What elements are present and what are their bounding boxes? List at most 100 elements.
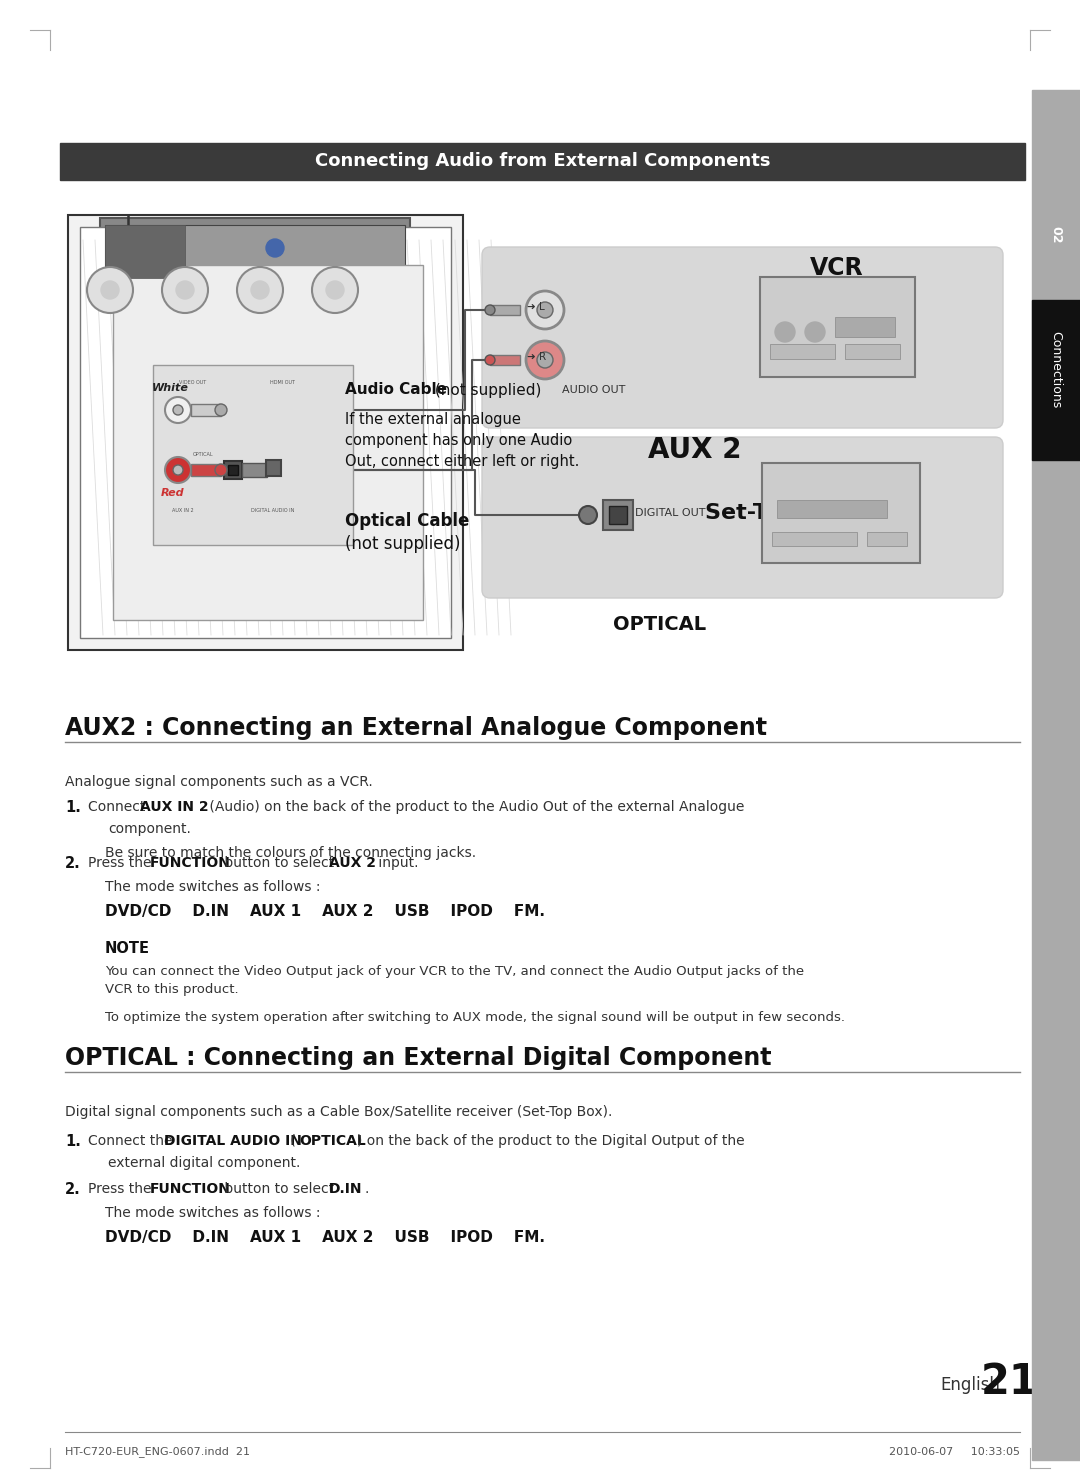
Text: The mode switches as follows :: The mode switches as follows : [105, 1205, 321, 1220]
Bar [770, 345, 835, 359]
Text: VIDEO OUT: VIDEO OUT [179, 380, 206, 386]
Bar [845, 345, 900, 359]
Text: VCR to this product.: VCR to this product. [105, 984, 239, 995]
Circle shape [102, 281, 119, 299]
Circle shape [215, 464, 227, 476]
Circle shape [775, 322, 795, 342]
Bar [60, 143, 1025, 180]
Circle shape [526, 342, 564, 379]
Circle shape [237, 268, 283, 314]
Circle shape [485, 305, 495, 315]
Text: OPTICAL: OPTICAL [192, 453, 214, 457]
Text: NOTE: NOTE [105, 941, 150, 955]
Bar [68, 214, 463, 649]
Bar [242, 463, 267, 478]
Circle shape [579, 506, 597, 524]
Text: VCR: VCR [810, 256, 864, 280]
Bar [762, 463, 920, 563]
Text: Optical Cable: Optical Cable [345, 512, 470, 529]
Text: White: White [151, 383, 188, 393]
Bar [113, 265, 423, 620]
Text: ➜ R: ➜ R [527, 352, 546, 362]
Text: HT-C720-EUR_ENG-0607.indd  21: HT-C720-EUR_ENG-0607.indd 21 [65, 1446, 249, 1457]
Circle shape [526, 291, 564, 328]
Circle shape [266, 240, 284, 257]
Text: Audio Cable: Audio Cable [345, 383, 447, 398]
Text: AUX2 : Connecting an External Analogue Component: AUX2 : Connecting an External Analogue C… [65, 716, 767, 740]
Text: Press the: Press the [87, 856, 156, 870]
Text: input.: input. [374, 856, 419, 870]
Circle shape [537, 352, 553, 368]
Text: 2.: 2. [65, 856, 81, 871]
Bar [224, 461, 242, 479]
Bar [835, 317, 895, 337]
Bar [603, 500, 633, 529]
Text: OPTICAL: OPTICAL [613, 615, 706, 634]
Circle shape [215, 404, 227, 416]
Bar [490, 355, 519, 365]
Bar [100, 217, 410, 282]
Text: Be sure to match the colours of the connecting jacks.: Be sure to match the colours of the conn… [105, 846, 476, 859]
Circle shape [165, 396, 191, 423]
Circle shape [176, 281, 194, 299]
Circle shape [805, 322, 825, 342]
Text: DIGITAL AUDIO IN: DIGITAL AUDIO IN [164, 1134, 302, 1148]
Circle shape [173, 405, 183, 416]
Text: AUX 2: AUX 2 [648, 436, 742, 464]
Text: Connect: Connect [87, 800, 150, 813]
Text: 2010-06-07     10:33:05: 2010-06-07 10:33:05 [889, 1446, 1020, 1457]
Bar [867, 532, 907, 546]
Text: Digital signal components such as a Cable Box/Satellite receiver (Set-Top Box).: Digital signal components such as a Cabl… [65, 1105, 612, 1120]
Text: To optimize the system operation after switching to AUX mode, the signal sound w: To optimize the system operation after s… [105, 1012, 845, 1023]
Text: component.: component. [108, 822, 191, 836]
Text: AUX 2: AUX 2 [329, 856, 376, 870]
Text: external digital component.: external digital component. [108, 1157, 300, 1170]
FancyBboxPatch shape [482, 436, 1003, 598]
Text: Connections: Connections [1050, 331, 1063, 408]
Text: 02: 02 [1050, 226, 1063, 244]
Bar [1032, 90, 1080, 1460]
Bar [609, 506, 627, 524]
Bar [772, 532, 858, 546]
Text: FUNCTION: FUNCTION [150, 1182, 231, 1197]
Text: Connect the: Connect the [87, 1134, 177, 1148]
Text: DVD/CD    D.IN    AUX 1    AUX 2    USB    IPOD    FM.: DVD/CD D.IN AUX 1 AUX 2 USB IPOD FM. [105, 1231, 545, 1245]
Circle shape [165, 457, 191, 484]
Bar [760, 277, 915, 377]
Text: Set-Top Box: Set-Top Box [705, 503, 851, 524]
Circle shape [87, 268, 133, 314]
Circle shape [326, 281, 345, 299]
Circle shape [173, 464, 183, 475]
Text: (not supplied): (not supplied) [345, 535, 460, 553]
Circle shape [162, 268, 208, 314]
Text: DVD/CD    D.IN    AUX 1    AUX 2    USB    IPOD    FM.: DVD/CD D.IN AUX 1 AUX 2 USB IPOD FM. [105, 904, 545, 918]
Text: .: . [364, 1182, 368, 1197]
Bar [1032, 300, 1080, 460]
Bar [490, 305, 519, 315]
Text: Red: Red [161, 488, 185, 498]
Bar [228, 464, 238, 475]
Text: DIGITAL OUT: DIGITAL OUT [635, 507, 705, 518]
Text: (: ( [286, 1134, 296, 1148]
Text: AUX IN 2: AUX IN 2 [140, 800, 208, 813]
Text: AUX IN 2: AUX IN 2 [172, 507, 193, 513]
Bar [191, 404, 221, 416]
Text: 1.: 1. [65, 1134, 81, 1149]
Bar [153, 365, 353, 544]
Text: (not supplied): (not supplied) [430, 383, 541, 398]
FancyBboxPatch shape [482, 247, 1003, 427]
Circle shape [251, 281, 269, 299]
Text: 21: 21 [981, 1361, 1039, 1404]
Text: button to select: button to select [220, 856, 338, 870]
Circle shape [312, 268, 357, 314]
Bar [777, 500, 887, 518]
Text: If the external analogue
component has only one Audio
Out, connect either left o: If the external analogue component has o… [345, 413, 579, 469]
Circle shape [537, 302, 553, 318]
Text: D.IN: D.IN [329, 1182, 363, 1197]
Text: 2.: 2. [65, 1182, 81, 1197]
Text: HDMI OUT: HDMI OUT [270, 380, 296, 386]
Text: (Audio) on the back of the product to the Audio Out of the external Analogue: (Audio) on the back of the product to th… [205, 800, 744, 813]
Text: ➜ L: ➜ L [527, 302, 544, 312]
Text: OPTICAL : Connecting an External Digital Component: OPTICAL : Connecting an External Digital… [65, 1046, 771, 1069]
Text: You can connect the Video Output jack of your VCR to the TV, and connect the Aud: You can connect the Video Output jack of… [105, 964, 805, 978]
